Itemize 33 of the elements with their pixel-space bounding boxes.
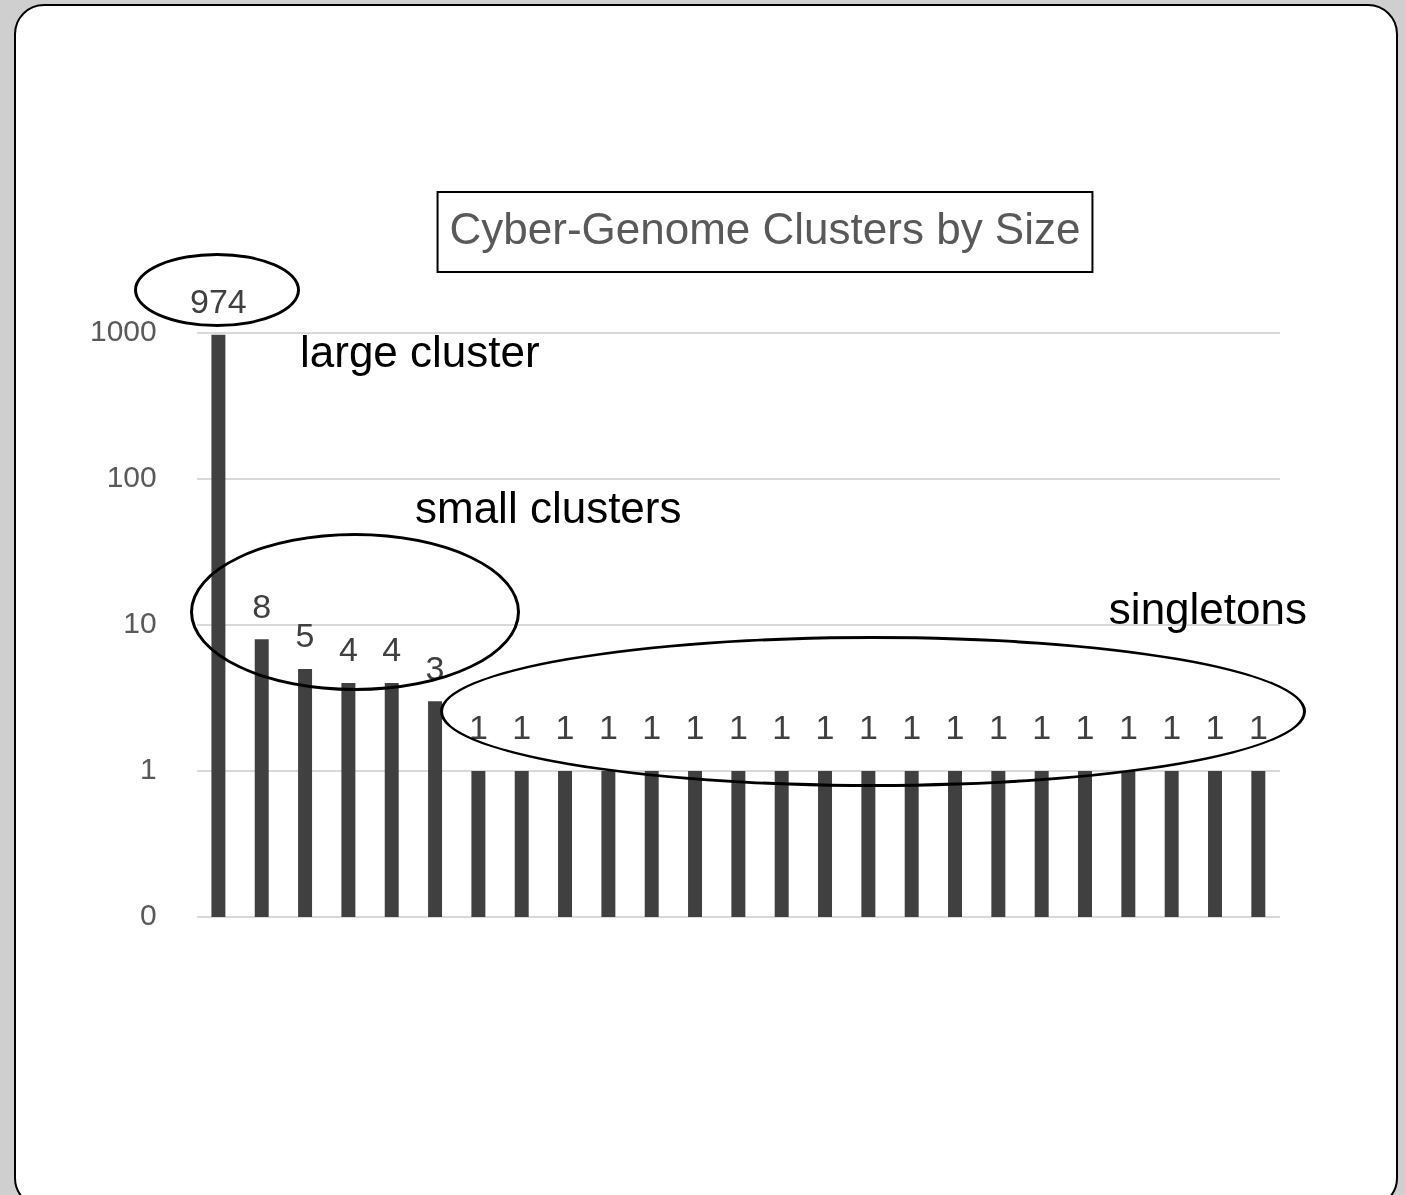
data-label: 4	[338, 630, 358, 669]
data-label: 1	[858, 708, 878, 747]
y-tick-label: 100	[106, 460, 157, 494]
data-label: 1	[468, 708, 488, 747]
data-label: 1	[1075, 708, 1095, 747]
data-label: 1	[642, 708, 662, 747]
data-label: 1	[945, 708, 965, 747]
data-label: 1	[685, 708, 705, 747]
data-label: 1	[1032, 708, 1052, 747]
data-label: 1	[772, 708, 792, 747]
data-label: 1	[988, 708, 1008, 747]
data-label: 974	[190, 282, 247, 321]
data-label: 1	[1205, 708, 1225, 747]
data-label: 1	[555, 708, 575, 747]
data-label: 1	[902, 708, 922, 747]
data-label: 1	[512, 708, 532, 747]
y-tick-label: 10	[123, 606, 157, 640]
annotation: large cluster	[300, 327, 540, 377]
data-label: 1	[1118, 708, 1138, 747]
data-label: 1	[815, 708, 835, 747]
data-label: 1	[728, 708, 748, 747]
data-label: 4	[382, 630, 402, 669]
annotation: small clusters	[415, 483, 682, 533]
data-label: 1	[1248, 708, 1268, 747]
annotation: singletons	[1108, 584, 1307, 634]
y-tick-label: 1	[140, 752, 157, 786]
data-label: 1	[1162, 708, 1182, 747]
data-label: 5	[295, 616, 315, 655]
y-tick-label: 0	[140, 898, 157, 932]
chart-title: Cyber-Genome Clusters by Size	[449, 204, 1081, 254]
y-tick-label: 1000	[89, 314, 157, 348]
data-label: 1	[598, 708, 618, 747]
data-label: 8	[252, 586, 272, 625]
